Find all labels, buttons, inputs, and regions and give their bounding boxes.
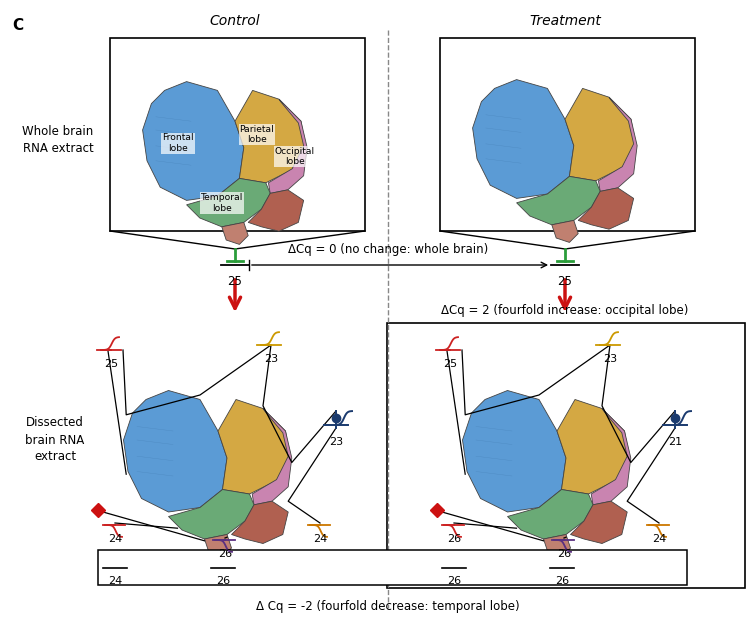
Polygon shape <box>218 399 290 494</box>
Polygon shape <box>235 90 305 183</box>
Text: Dissected
brain RNA
extract: Dissected brain RNA extract <box>26 417 85 463</box>
Text: 23: 23 <box>264 354 278 364</box>
Text: Temporal
lobe: Temporal lobe <box>200 194 243 213</box>
Text: Whole brain
RNA extract: Whole brain RNA extract <box>22 125 94 155</box>
Text: 26: 26 <box>557 549 571 559</box>
Polygon shape <box>472 79 574 199</box>
Text: Occipital
lobe: Occipital lobe <box>274 147 315 166</box>
Polygon shape <box>248 190 304 231</box>
Text: 26: 26 <box>216 576 230 585</box>
Bar <box>98 550 687 585</box>
Text: Frontal
lobe: Frontal lobe <box>162 133 194 153</box>
Polygon shape <box>598 97 638 192</box>
Text: 26: 26 <box>218 549 232 559</box>
Polygon shape <box>187 178 270 227</box>
Text: 26: 26 <box>447 576 461 585</box>
Polygon shape <box>508 490 593 539</box>
Text: 24: 24 <box>313 534 327 544</box>
Text: Δ Cq = -2 (fourfold decrease: temporal lobe): Δ Cq = -2 (fourfold decrease: temporal l… <box>256 600 520 613</box>
Polygon shape <box>268 99 308 194</box>
Text: Treatment: Treatment <box>529 14 601 28</box>
Polygon shape <box>169 490 254 539</box>
Polygon shape <box>544 535 571 557</box>
Polygon shape <box>205 535 232 557</box>
Polygon shape <box>124 390 227 512</box>
Polygon shape <box>571 501 627 544</box>
Text: 24: 24 <box>652 534 666 544</box>
Text: 26: 26 <box>447 534 461 544</box>
Polygon shape <box>222 222 248 244</box>
Text: Control: Control <box>210 14 260 28</box>
Polygon shape <box>557 399 629 494</box>
Text: 21: 21 <box>668 437 682 447</box>
Polygon shape <box>578 188 634 229</box>
Bar <box>110 38 365 231</box>
Polygon shape <box>565 88 635 181</box>
Text: 25: 25 <box>104 359 118 369</box>
Polygon shape <box>232 501 288 544</box>
Text: 25: 25 <box>227 275 242 288</box>
Text: C: C <box>12 18 23 33</box>
Polygon shape <box>142 81 244 201</box>
Text: 26: 26 <box>555 576 569 585</box>
Text: 25: 25 <box>443 359 457 369</box>
Text: 24: 24 <box>108 576 122 585</box>
Polygon shape <box>252 408 292 505</box>
Text: 23: 23 <box>329 437 343 447</box>
Text: 23: 23 <box>603 354 617 364</box>
Polygon shape <box>463 390 566 512</box>
Polygon shape <box>591 408 631 505</box>
Text: ΔCq = 0 (no change: whole brain): ΔCq = 0 (no change: whole brain) <box>288 243 488 256</box>
Text: ΔCq = 2 (fourfold increase: occipital lobe): ΔCq = 2 (fourfold increase: occipital lo… <box>441 304 688 317</box>
Text: 25: 25 <box>557 275 572 288</box>
Polygon shape <box>552 221 578 242</box>
Polygon shape <box>517 176 600 225</box>
Bar <box>440 38 695 231</box>
Bar <box>387 323 745 588</box>
Text: 24: 24 <box>108 534 122 544</box>
Text: Parietal
lobe: Parietal lobe <box>240 125 274 144</box>
